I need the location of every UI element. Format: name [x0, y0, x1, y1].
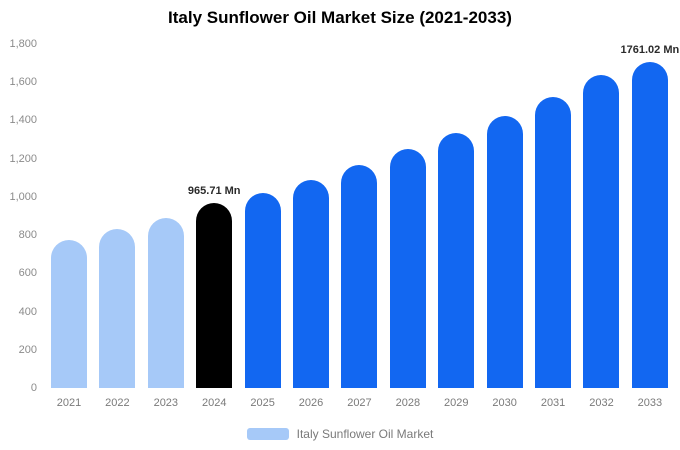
y-tick-label: 1,400 [9, 114, 37, 127]
bar-value-label-2024: 965.71 Mn [187, 185, 241, 198]
bar-2022[interactable] [99, 229, 136, 388]
x-axis-label-2028: 2028 [395, 397, 421, 409]
y-tick-label: 0 [30, 382, 37, 394]
bar-2024[interactable] [196, 203, 233, 388]
y-tick-label: 1,200 [9, 152, 37, 165]
plot-area: 2021 2022 2023 965.71 Mn 2024 2025 2026 2027 202… [45, 44, 680, 409]
x-axis-label-2027: 2027 [347, 397, 372, 409]
chart-title: Italy Sunflower Oil Market Size (2021-20… [168, 8, 512, 27]
x-axis-label-2030: 2030 [492, 397, 517, 409]
bar-column-2032: 2032 [583, 44, 620, 409]
y-tick-label: 400 [18, 305, 37, 318]
bar-column-2030: 2030 [486, 44, 523, 409]
bar-column-2024: 965.71 Mn 2024 [188, 44, 241, 409]
legend-swatch-icon [246, 428, 289, 440]
bars: 2021 2022 2023 965.71 Mn 2024 2025 2026 2027 202… [45, 44, 680, 409]
x-axis-label-2024: 2024 [201, 397, 227, 409]
bar-column-2025: 2025 [244, 44, 281, 409]
bar-2026[interactable] [293, 179, 330, 388]
bar-2025[interactable] [244, 193, 281, 388]
bar-2028[interactable] [389, 149, 426, 388]
bar-column-2031: 2031 [535, 44, 572, 409]
bar-2029[interactable] [438, 132, 475, 388]
bar-column-2026: 2026 [293, 44, 330, 409]
x-axis-label-2025: 2025 [250, 397, 275, 409]
y-tick-label: 1,600 [9, 76, 37, 89]
legend-label: Italy Sunflower Oil Market [296, 427, 434, 441]
x-axis-label-2031: 2031 [540, 397, 566, 409]
bar-column-2021: 2021 [51, 44, 87, 409]
y-axis: 0 200 400 600 800 1,000 1,200 1,400 1,600 1,800 [0, 38, 42, 394]
bar-column-2023: 2023 [147, 44, 184, 409]
bar-column-2027: 2027 [341, 44, 378, 409]
x-axis-label-2021: 2021 [56, 397, 82, 409]
bar-2027[interactable] [341, 165, 378, 388]
bar-2033[interactable] [631, 62, 668, 388]
legend[interactable]: Italy Sunflower Oil Market [0, 427, 680, 441]
bar-column-2029: 2029 [438, 44, 475, 409]
x-axis-label-2033: 2033 [637, 397, 663, 409]
y-tick-label: 1,000 [9, 190, 37, 203]
y-tick-label: 1,800 [9, 38, 37, 50]
y-tick-label: 600 [18, 267, 37, 280]
y-tick-label: 200 [18, 343, 37, 356]
bar-2023[interactable] [147, 217, 184, 388]
x-axis-label-2023: 2023 [153, 397, 179, 409]
bar-column-2022: 2022 [99, 44, 136, 409]
bar-column-2033: 1761.02 Mn 2033 [621, 44, 680, 409]
bar-2021[interactable] [51, 239, 87, 388]
bar-column-2028: 2028 [389, 44, 426, 409]
x-axis-label-2032: 2032 [589, 397, 614, 409]
x-axis-label-2026: 2026 [298, 397, 324, 409]
bar-value-label-2033: 1761.02 Mn [620, 44, 680, 56]
bar-2032[interactable] [583, 74, 620, 388]
bar-2031[interactable] [535, 96, 572, 388]
bar-2030[interactable] [486, 115, 523, 388]
x-axis-label-2022: 2022 [105, 397, 130, 409]
x-axis-label-2029: 2029 [444, 397, 469, 409]
y-tick-label: 800 [18, 229, 37, 242]
